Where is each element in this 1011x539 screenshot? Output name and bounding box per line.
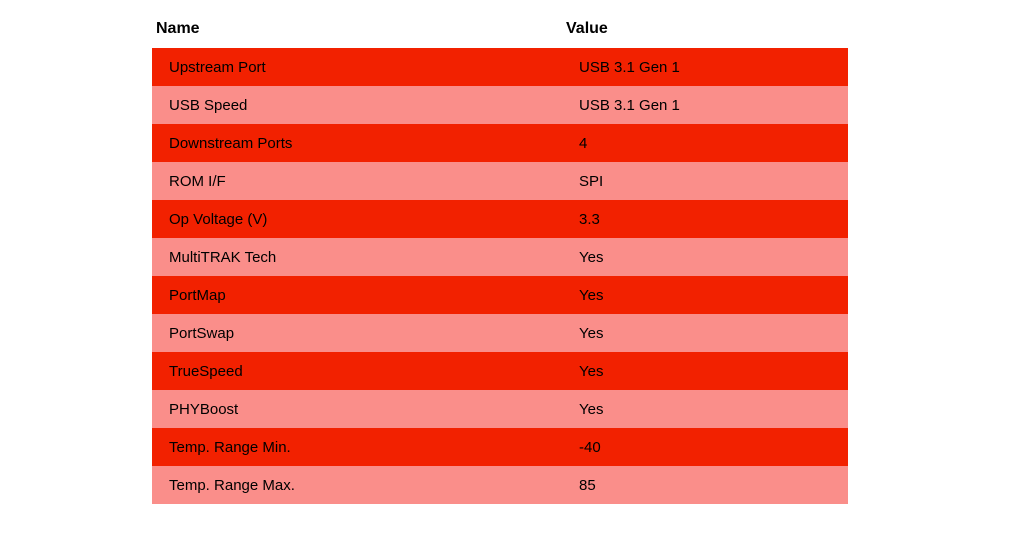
name-cell: Temp. Range Max. [152, 466, 562, 504]
table-header: Name Value [152, 10, 848, 48]
table-row: ROM I/F SPI [152, 162, 848, 200]
name-cell: PortSwap [152, 314, 562, 352]
value-cell: USB 3.1 Gen 1 [562, 86, 848, 124]
value-cell: Yes [562, 352, 848, 390]
value-cell: 3.3 [562, 200, 848, 238]
name-cell: Upstream Port [152, 48, 562, 86]
value-cell: 4 [562, 124, 848, 162]
table-row: TrueSpeed Yes [152, 352, 848, 390]
table-row: PortMap Yes [152, 276, 848, 314]
name-cell: TrueSpeed [152, 352, 562, 390]
name-cell: PortMap [152, 276, 562, 314]
table-row: PortSwap Yes [152, 314, 848, 352]
value-cell: SPI [562, 162, 848, 200]
name-cell: MultiTRAK Tech [152, 238, 562, 276]
table-row: PHYBoost Yes [152, 390, 848, 428]
name-cell: Temp. Range Min. [152, 428, 562, 466]
table-row: MultiTRAK Tech Yes [152, 238, 848, 276]
column-header-name: Name [152, 10, 562, 48]
name-cell: Downstream Ports [152, 124, 562, 162]
name-cell: ROM I/F [152, 162, 562, 200]
name-cell: USB Speed [152, 86, 562, 124]
value-cell: Yes [562, 390, 848, 428]
spec-table: Name Value Upstream Port USB 3.1 Gen 1 U… [152, 10, 848, 504]
header-row: Name Value [152, 10, 848, 48]
value-cell: Yes [562, 276, 848, 314]
table-row: Upstream Port USB 3.1 Gen 1 [152, 48, 848, 86]
table-body: Upstream Port USB 3.1 Gen 1 USB Speed US… [152, 48, 848, 504]
value-cell: -40 [562, 428, 848, 466]
table-row: Downstream Ports 4 [152, 124, 848, 162]
name-cell: PHYBoost [152, 390, 562, 428]
value-cell: USB 3.1 Gen 1 [562, 48, 848, 86]
table-row: Temp. Range Max. 85 [152, 466, 848, 504]
column-header-value: Value [562, 10, 848, 48]
table-row: USB Speed USB 3.1 Gen 1 [152, 86, 848, 124]
value-cell: 85 [562, 466, 848, 504]
name-cell: Op Voltage (V) [152, 200, 562, 238]
value-cell: Yes [562, 238, 848, 276]
value-cell: Yes [562, 314, 848, 352]
table-row: Op Voltage (V) 3.3 [152, 200, 848, 238]
table-row: Temp. Range Min. -40 [152, 428, 848, 466]
